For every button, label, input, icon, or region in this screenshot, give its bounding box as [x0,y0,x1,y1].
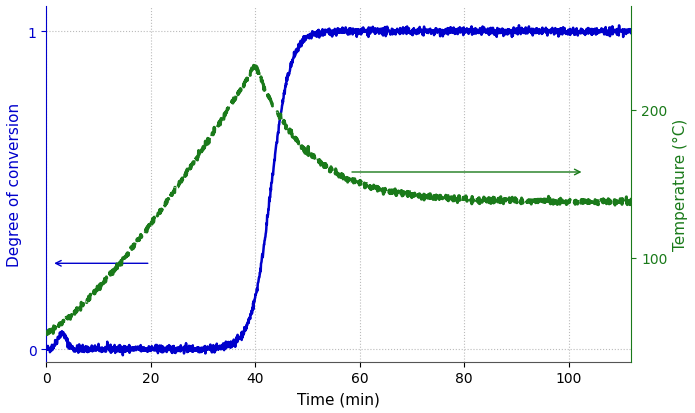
Y-axis label: Degree of conversion: Degree of conversion [7,102,22,266]
X-axis label: Time (min): Time (min) [297,391,380,406]
Y-axis label: Temperature (°C): Temperature (°C) [673,119,688,250]
